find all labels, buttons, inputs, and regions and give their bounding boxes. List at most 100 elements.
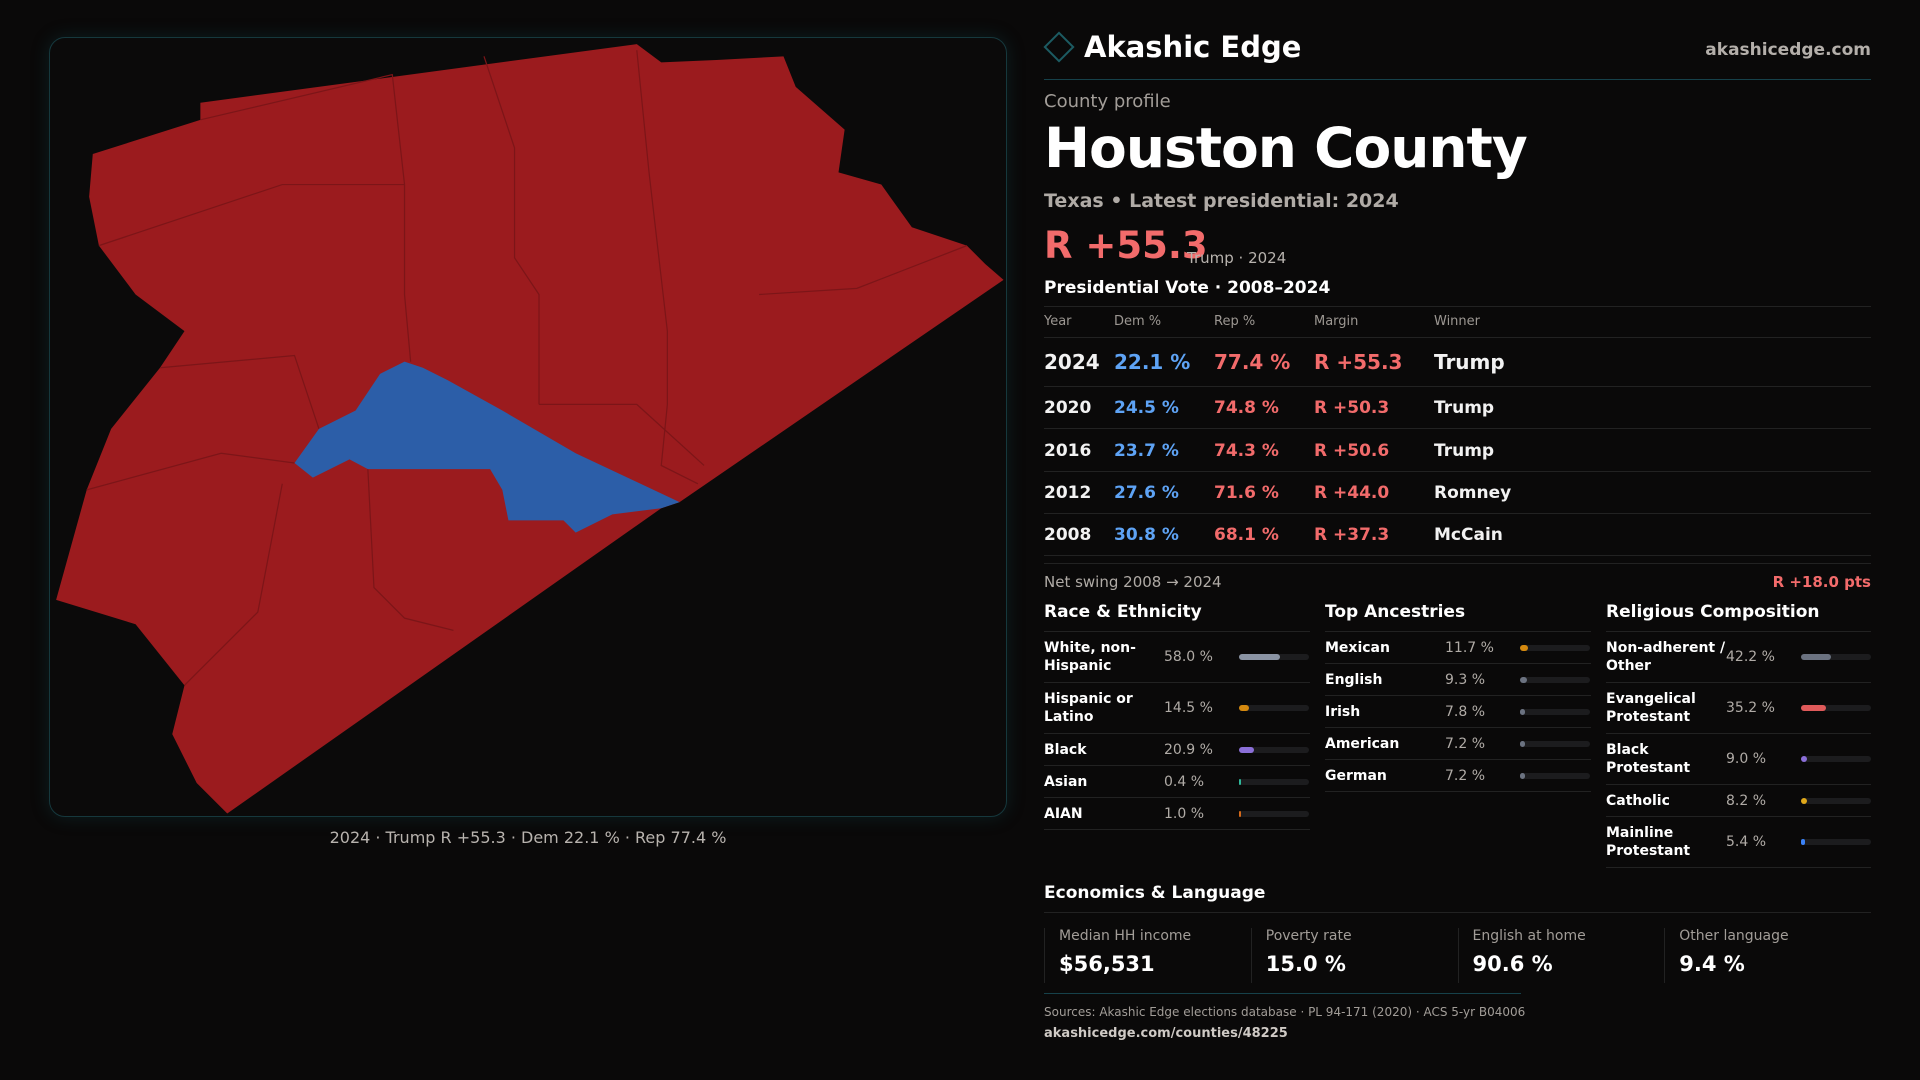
item-value: 9.0 % bbox=[1726, 751, 1767, 767]
vote-winner: Trump bbox=[1434, 440, 1495, 461]
county-map[interactable] bbox=[49, 37, 1007, 817]
vote-margin: R +50.6 bbox=[1314, 440, 1390, 461]
item-label: Asian bbox=[1044, 773, 1088, 790]
vote-rep: 74.3 % bbox=[1214, 440, 1279, 461]
vote-winner: McCain bbox=[1434, 524, 1503, 545]
economics-stats: Median HH income $56,531 Poverty rate 15.0… bbox=[1044, 928, 1871, 983]
stat-label: Median HH income bbox=[1059, 928, 1192, 944]
vote-rep: 68.1 % bbox=[1214, 524, 1279, 545]
ancestry-item: Mexican 11.7 % bbox=[1325, 632, 1591, 664]
site-link[interactable]: akashicedge.com bbox=[1705, 40, 1871, 60]
religion-section: Religious Composition Non-adherent / Othe… bbox=[1606, 602, 1871, 868]
net-swing-value: R +18.0 pts bbox=[1772, 573, 1871, 591]
divider bbox=[1044, 993, 1521, 994]
item-label: Irish bbox=[1325, 703, 1361, 720]
item-bar bbox=[1801, 797, 1871, 804]
item-value: 8.2 % bbox=[1726, 792, 1767, 809]
vote-year: 2012 bbox=[1044, 482, 1092, 503]
ancestry-item: English 9.3 % bbox=[1325, 664, 1591, 696]
map-region-democratic[interactable] bbox=[294, 361, 680, 533]
race-item: White, non-Hispanic 58.0 % bbox=[1044, 632, 1310, 683]
item-bar-fill bbox=[1239, 810, 1241, 817]
item-bar bbox=[1520, 676, 1590, 683]
divider bbox=[1044, 337, 1871, 338]
brand[interactable]: Akashic Edge bbox=[1043, 30, 1302, 64]
item-value: 7.2 % bbox=[1445, 767, 1486, 784]
county-url[interactable]: akashicedge.com/counties/48225 bbox=[1044, 1026, 1288, 1041]
col-rep: Rep % bbox=[1214, 314, 1256, 329]
item-bar-fill bbox=[1801, 756, 1808, 762]
item-bar-fill bbox=[1239, 654, 1280, 660]
ancestry-item: German 7.2 % bbox=[1325, 760, 1591, 792]
item-bar-fill bbox=[1239, 705, 1250, 711]
page-title: Houston County bbox=[1044, 116, 1528, 180]
vote-year: 2020 bbox=[1044, 397, 1092, 418]
economics-heading: Economics & Language bbox=[1044, 883, 1266, 903]
vote-row: 2008 30.8 % 68.1 % R +37.3 McCain bbox=[1044, 514, 1871, 556]
item-label: White, non-Hispanic bbox=[1044, 640, 1136, 674]
col-winner: Winner bbox=[1434, 314, 1481, 329]
stat-label: English at home bbox=[1472, 928, 1586, 944]
divider bbox=[1044, 912, 1871, 913]
item-bar bbox=[1239, 746, 1309, 753]
item-value: 11.7 % bbox=[1445, 639, 1494, 656]
item-bar-fill bbox=[1801, 797, 1807, 804]
vote-margin: R +55.3 bbox=[1314, 349, 1403, 374]
item-label: Mexican bbox=[1325, 639, 1390, 656]
item-bar-fill bbox=[1520, 740, 1526, 747]
vote-margin: R +50.3 bbox=[1314, 397, 1390, 418]
diamond-logo-icon bbox=[1043, 31, 1075, 63]
vote-year: 2024 bbox=[1044, 349, 1100, 374]
item-bar-fill bbox=[1239, 746, 1254, 753]
religion-item: Mainline Protestant 5.4 % bbox=[1606, 817, 1871, 868]
ancestry-section: Top Ancestries Mexican 11.7 % English 9.3 % I… bbox=[1325, 602, 1591, 792]
vote-row: 2020 24.5 % 74.8 % R +50.3 Trump bbox=[1044, 387, 1871, 429]
stat-poverty-rate: Poverty rate 15.0 % bbox=[1250, 928, 1458, 983]
item-value: 7.2 % bbox=[1445, 735, 1486, 752]
item-value: 35.2 % bbox=[1726, 700, 1775, 716]
race-item: Asian 0.4 % bbox=[1044, 766, 1310, 798]
item-bar bbox=[1239, 778, 1309, 785]
item-value: 9.3 % bbox=[1445, 671, 1486, 688]
item-label: American bbox=[1325, 735, 1400, 752]
item-bar-fill bbox=[1520, 644, 1529, 651]
vote-dem: 23.7 % bbox=[1114, 440, 1179, 461]
col-dem: Dem % bbox=[1114, 314, 1162, 329]
item-value: 42.2 % bbox=[1726, 649, 1775, 665]
ancestry-heading: Top Ancestries bbox=[1325, 602, 1591, 632]
stat-median-income: Median HH income $56,531 bbox=[1044, 928, 1251, 983]
divider bbox=[1044, 306, 1871, 307]
item-value: 1.0 % bbox=[1164, 805, 1205, 822]
ancestry-item: Irish 7.8 % bbox=[1325, 696, 1591, 728]
race-heading: Race & Ethnicity bbox=[1044, 602, 1310, 632]
religion-item: Black Protestant 9.0 % bbox=[1606, 734, 1871, 785]
vote-rep: 71.6 % bbox=[1214, 482, 1279, 503]
latest-margin-note: Trump · 2024 bbox=[1187, 249, 1287, 267]
vote-dem: 22.1 % bbox=[1114, 349, 1191, 374]
race-section: Race & Ethnicity White, non-Hispanic 58.0 … bbox=[1044, 602, 1310, 830]
item-bar bbox=[1239, 810, 1309, 817]
religion-item: Non-adherent / Other 42.2 % bbox=[1606, 632, 1871, 683]
header-divider bbox=[1044, 79, 1871, 80]
latest-margin: R +55.3 bbox=[1044, 224, 1208, 267]
vote-winner: Trump bbox=[1434, 349, 1505, 374]
item-bar bbox=[1520, 708, 1590, 715]
religion-heading: Religious Composition bbox=[1606, 602, 1871, 632]
item-label: Mainline Protestant bbox=[1606, 825, 1691, 859]
stat-value: 9.4 % bbox=[1679, 952, 1745, 976]
col-margin: Margin bbox=[1314, 314, 1359, 329]
religion-item: Evangelical Protestant 35.2 % bbox=[1606, 683, 1871, 734]
vote-row: 2016 23.7 % 74.3 % R +50.6 Trump bbox=[1044, 430, 1871, 472]
vote-winner: Trump bbox=[1434, 397, 1495, 418]
ancestry-item: American 7.2 % bbox=[1325, 728, 1591, 760]
race-item: Hispanic or Latino 14.5 % bbox=[1044, 683, 1310, 734]
brand-name: Akashic Edge bbox=[1084, 30, 1302, 64]
item-value: 20.9 % bbox=[1164, 741, 1213, 758]
item-value: 7.8 % bbox=[1445, 703, 1486, 720]
item-label: Non-adherent / Other bbox=[1606, 640, 1726, 674]
item-value: 5.4 % bbox=[1726, 834, 1767, 850]
vote-heading: Presidential Vote · 2008–2024 bbox=[1044, 278, 1331, 298]
divider bbox=[1044, 563, 1871, 564]
item-label: English bbox=[1325, 671, 1383, 688]
item-bar-fill bbox=[1801, 654, 1831, 660]
